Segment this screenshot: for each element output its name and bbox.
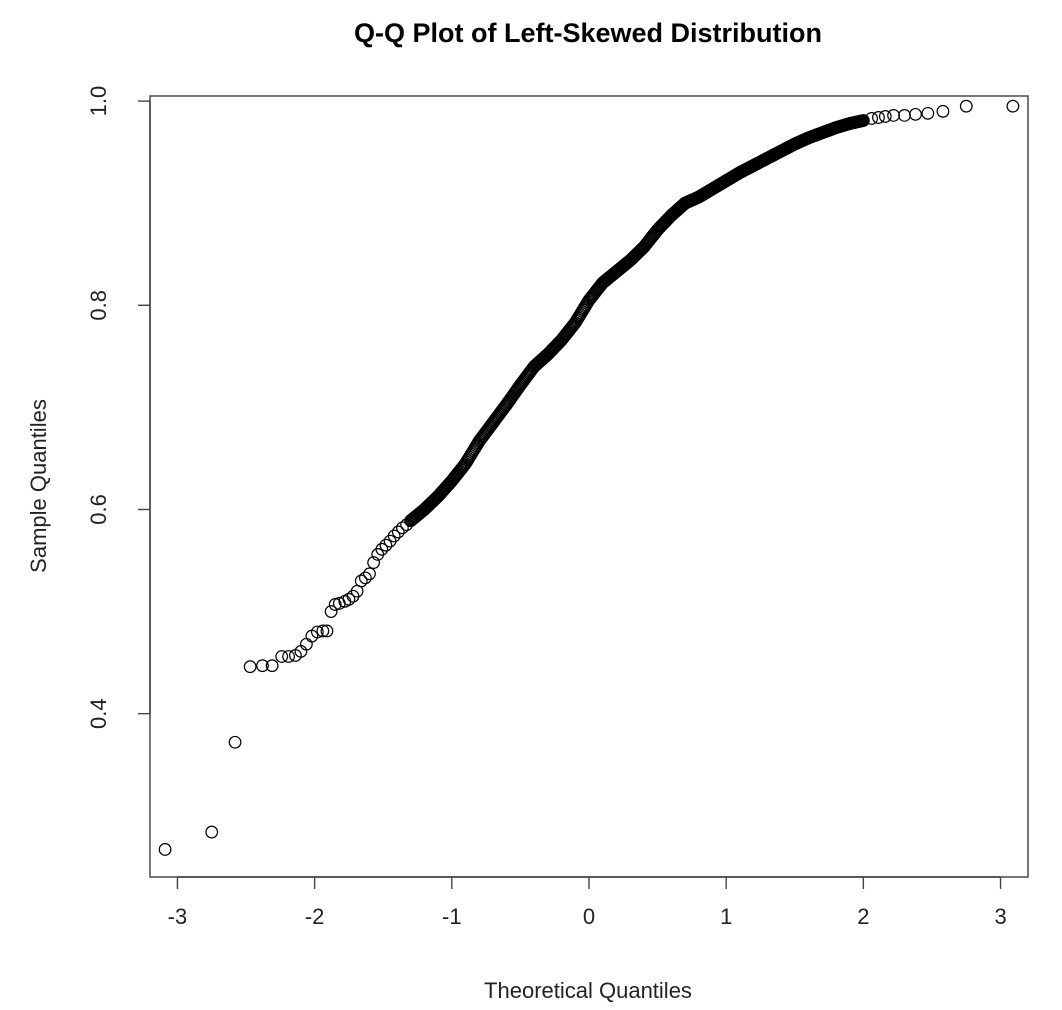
data-point (282, 650, 295, 663)
data-point (865, 112, 879, 125)
data-point (379, 538, 393, 552)
data-point (1006, 99, 1020, 113)
data-point (936, 104, 950, 118)
chart-title: Q-Q Plot of Left-Skewed Distribution (354, 18, 822, 48)
data-point (228, 735, 242, 749)
data-point (243, 660, 257, 674)
data-point (346, 589, 360, 603)
data-point (909, 107, 922, 121)
x-tick-label: -1 (442, 904, 462, 929)
data-point (387, 529, 401, 543)
data-point (324, 605, 338, 618)
data-point (320, 624, 334, 638)
data-point (316, 624, 330, 638)
data-point (872, 111, 885, 124)
data-point (363, 567, 376, 581)
x-axis: -3 -2 -1 0 1 2 3 (168, 876, 1007, 929)
data-point (375, 542, 389, 556)
data-point (358, 571, 372, 585)
x-tick-label: 2 (857, 904, 869, 929)
data-point (391, 525, 405, 539)
x-tick-label: -3 (168, 904, 188, 929)
x-tick-label: 0 (583, 904, 595, 929)
y-tick-label: 0.4 (86, 698, 111, 729)
y-axis: 0.4 0.6 0.8 1.0 (86, 86, 151, 729)
x-axis-label: Theoretical Quantiles (484, 978, 692, 1003)
data-point (921, 106, 935, 120)
data-point (342, 592, 356, 606)
data-point (265, 659, 279, 673)
data-point (856, 114, 870, 127)
data-point (959, 99, 973, 113)
data-point (354, 574, 368, 588)
y-tick-label: 0.6 (86, 494, 111, 525)
data-point (275, 650, 289, 663)
data-point (205, 825, 219, 839)
data-point (310, 625, 324, 639)
data-point (878, 110, 892, 123)
x-tick-label: 3 (994, 904, 1006, 929)
data-point (367, 556, 381, 569)
data-point (887, 108, 900, 122)
data-point (396, 521, 409, 535)
data-point (898, 108, 911, 122)
data-points (158, 99, 1020, 856)
y-axis-label: Sample Quantiles (26, 399, 51, 573)
y-tick-label: 1.0 (86, 86, 111, 117)
x-tick-label: -2 (305, 904, 325, 929)
y-tick-label: 0.8 (86, 290, 111, 321)
data-point (158, 843, 172, 856)
plot-frame (149, 95, 1029, 878)
x-tick-label: 1 (720, 904, 732, 929)
data-point (256, 659, 269, 673)
